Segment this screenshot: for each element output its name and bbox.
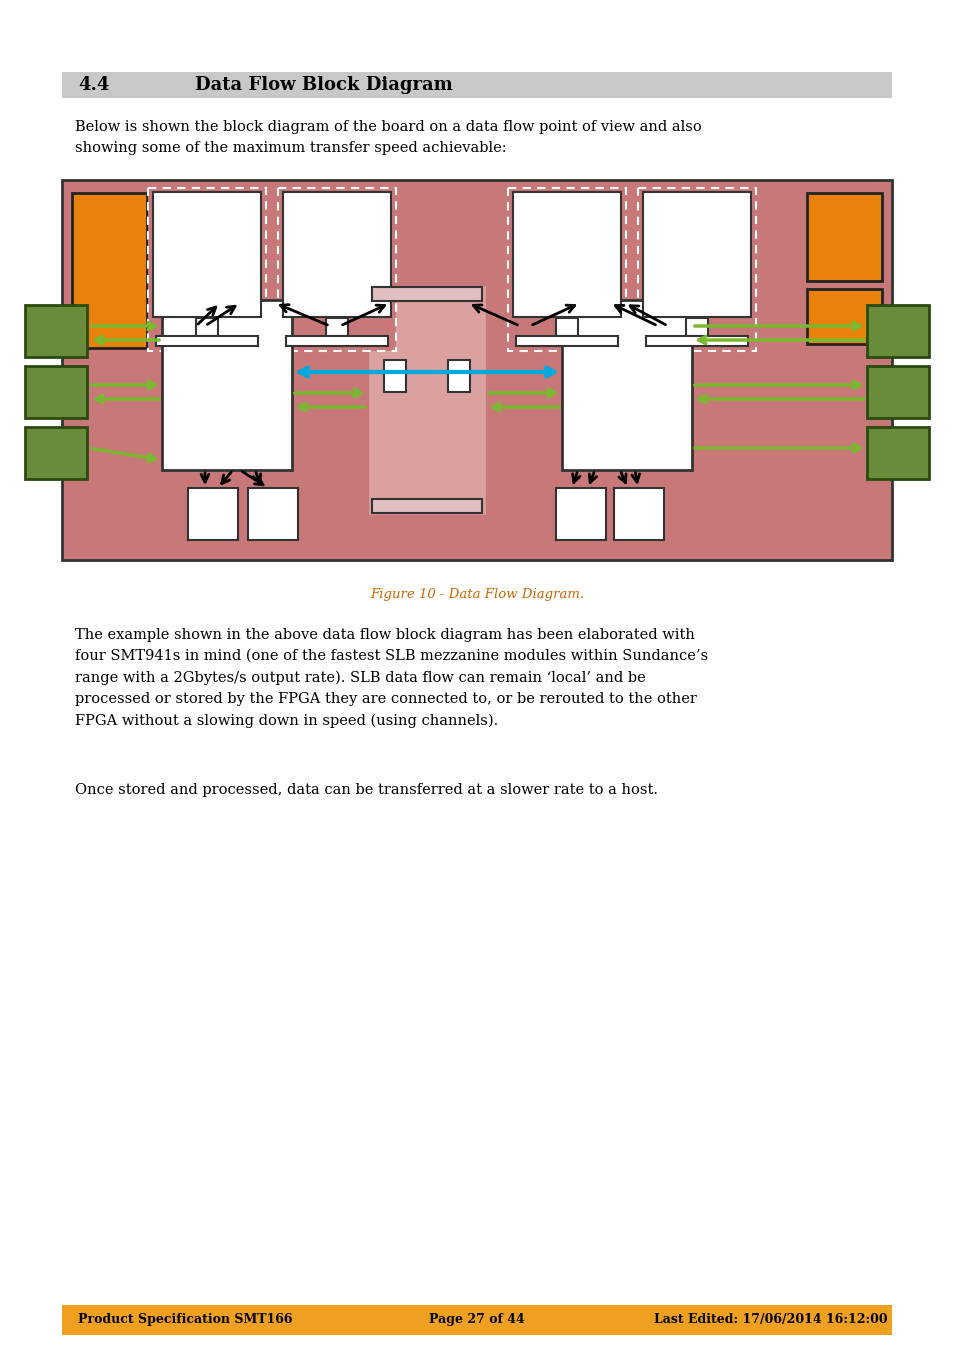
- Bar: [561, 300, 691, 470]
- Bar: [195, 319, 218, 336]
- Bar: [685, 319, 707, 336]
- Bar: [162, 300, 292, 470]
- Bar: [806, 289, 882, 344]
- Text: Data Flow Block Diagram: Data Flow Block Diagram: [194, 76, 453, 95]
- Text: 4.4: 4.4: [78, 76, 110, 95]
- Text: Product Specification SMT166: Product Specification SMT166: [78, 1314, 293, 1327]
- Bar: [372, 500, 481, 513]
- Bar: [25, 427, 87, 479]
- Bar: [326, 319, 348, 336]
- Text: Page 27 of 44: Page 27 of 44: [429, 1314, 524, 1327]
- Bar: [188, 487, 237, 540]
- Bar: [277, 188, 395, 351]
- Bar: [866, 366, 928, 418]
- Bar: [556, 319, 578, 336]
- Bar: [368, 285, 485, 514]
- Bar: [152, 192, 261, 317]
- Bar: [614, 487, 663, 540]
- Bar: [156, 336, 257, 346]
- Text: Last Edited: 17/06/2014 16:12:00: Last Edited: 17/06/2014 16:12:00: [654, 1314, 887, 1327]
- Bar: [384, 360, 406, 392]
- Bar: [516, 336, 618, 346]
- Bar: [286, 336, 388, 346]
- Bar: [448, 360, 470, 392]
- Bar: [62, 180, 891, 560]
- Bar: [148, 188, 266, 351]
- Bar: [806, 193, 882, 281]
- Bar: [25, 366, 87, 418]
- Bar: [62, 1305, 891, 1335]
- Bar: [556, 487, 605, 540]
- Bar: [642, 192, 750, 317]
- Text: Below is shown the block diagram of the board on a data flow point of view and a: Below is shown the block diagram of the …: [75, 120, 701, 155]
- Bar: [62, 72, 891, 99]
- Bar: [645, 336, 747, 346]
- Bar: [25, 305, 87, 356]
- Bar: [71, 193, 147, 348]
- Bar: [283, 192, 391, 317]
- Bar: [866, 427, 928, 479]
- Bar: [507, 188, 625, 351]
- Bar: [866, 305, 928, 356]
- Bar: [372, 288, 481, 301]
- Text: Once stored and processed, data can be transferred at a slower rate to a host.: Once stored and processed, data can be t…: [75, 783, 658, 796]
- Text: The example shown in the above data flow block diagram has been elaborated with
: The example shown in the above data flow…: [75, 628, 707, 728]
- Bar: [513, 192, 620, 317]
- Bar: [638, 188, 755, 351]
- Bar: [248, 487, 297, 540]
- Text: Figure 10 - Data Flow Diagram.: Figure 10 - Data Flow Diagram.: [370, 589, 583, 601]
